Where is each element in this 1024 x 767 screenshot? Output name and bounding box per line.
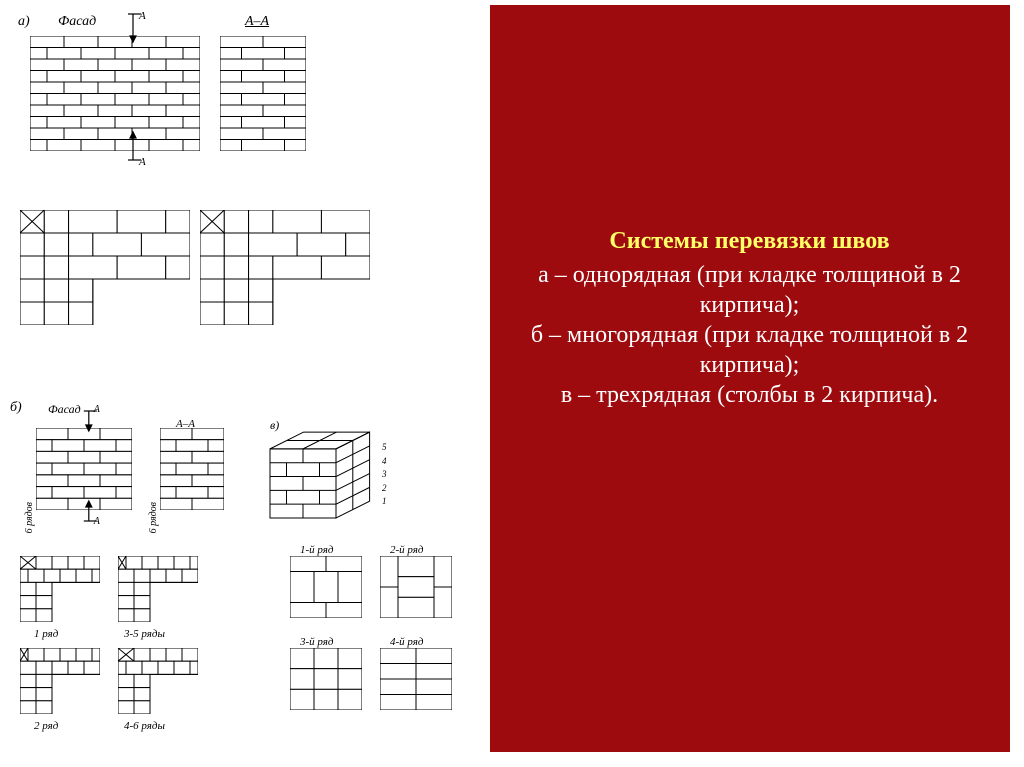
plan-b-2ryad-label: 2 ряд — [34, 720, 58, 732]
plan-v-row3 — [290, 648, 362, 710]
axo-num-4: 4 — [382, 456, 387, 466]
plan-b-1ryad-label: 1 ряд — [34, 628, 58, 640]
section-a-A-top: А — [139, 10, 146, 22]
section-b-A-top: А — [94, 404, 100, 415]
caption-panel: Системы перевязки швов а – однорядная (п… — [489, 5, 1010, 752]
plan-b-46ryad — [118, 648, 198, 714]
plan-v-row2-label: 2-й ряд — [390, 544, 423, 556]
caption-line-a: а – однорядная (при кладке толщиной в 2 … — [501, 260, 998, 320]
six-rows-label-2: 6 рядов — [148, 502, 159, 533]
caption-text: Системы перевязки швов а – однорядная (п… — [501, 227, 998, 410]
caption-title: Системы перевязки швов — [501, 227, 998, 256]
axo-num-1: 1 — [382, 496, 387, 506]
caption-line-b: б – многорядная (при кладке толщиной в 2… — [501, 320, 998, 380]
axo-num-2: 2 — [382, 483, 387, 493]
diagram-area: а) Фасад А–А А А 1-й ряд 2-й ряд б) Фаса… — [0, 0, 490, 767]
plan-v-row2 — [380, 556, 452, 618]
caption-line-v: в – трехрядная (столбы в 2 кирпича). — [501, 380, 998, 410]
axo-num-5: 5 — [382, 442, 387, 452]
plan-v-row4-label: 4-й ряд — [390, 636, 423, 648]
section-a-arrows — [0, 0, 490, 200]
axo-num-3: 3 — [382, 469, 387, 479]
plan-b-2ryad — [20, 648, 100, 714]
plan-b-1ryad — [20, 556, 100, 622]
plan-b-35ryad — [118, 556, 198, 622]
slide: Системы перевязки швов а – однорядная (п… — [0, 0, 1024, 767]
plan-b-35ryad-label: 3-5 ряды — [124, 628, 165, 640]
six-rows-label-1: 6 рядов — [24, 502, 35, 533]
plan-b-46ryad-label: 4-6 ряды — [124, 720, 165, 732]
plan-a-row2 — [200, 210, 370, 325]
section-b-A-bottom: А — [94, 516, 100, 527]
plan-v-row3-label: 3-й ряд — [300, 636, 333, 648]
plan-a-row1 — [20, 210, 190, 325]
plan-v-row1-label: 1-й ряд — [300, 544, 333, 556]
section-a-A-bottom: А — [139, 156, 146, 168]
plan-v-row1 — [290, 556, 362, 618]
plan-v-row4 — [380, 648, 452, 710]
